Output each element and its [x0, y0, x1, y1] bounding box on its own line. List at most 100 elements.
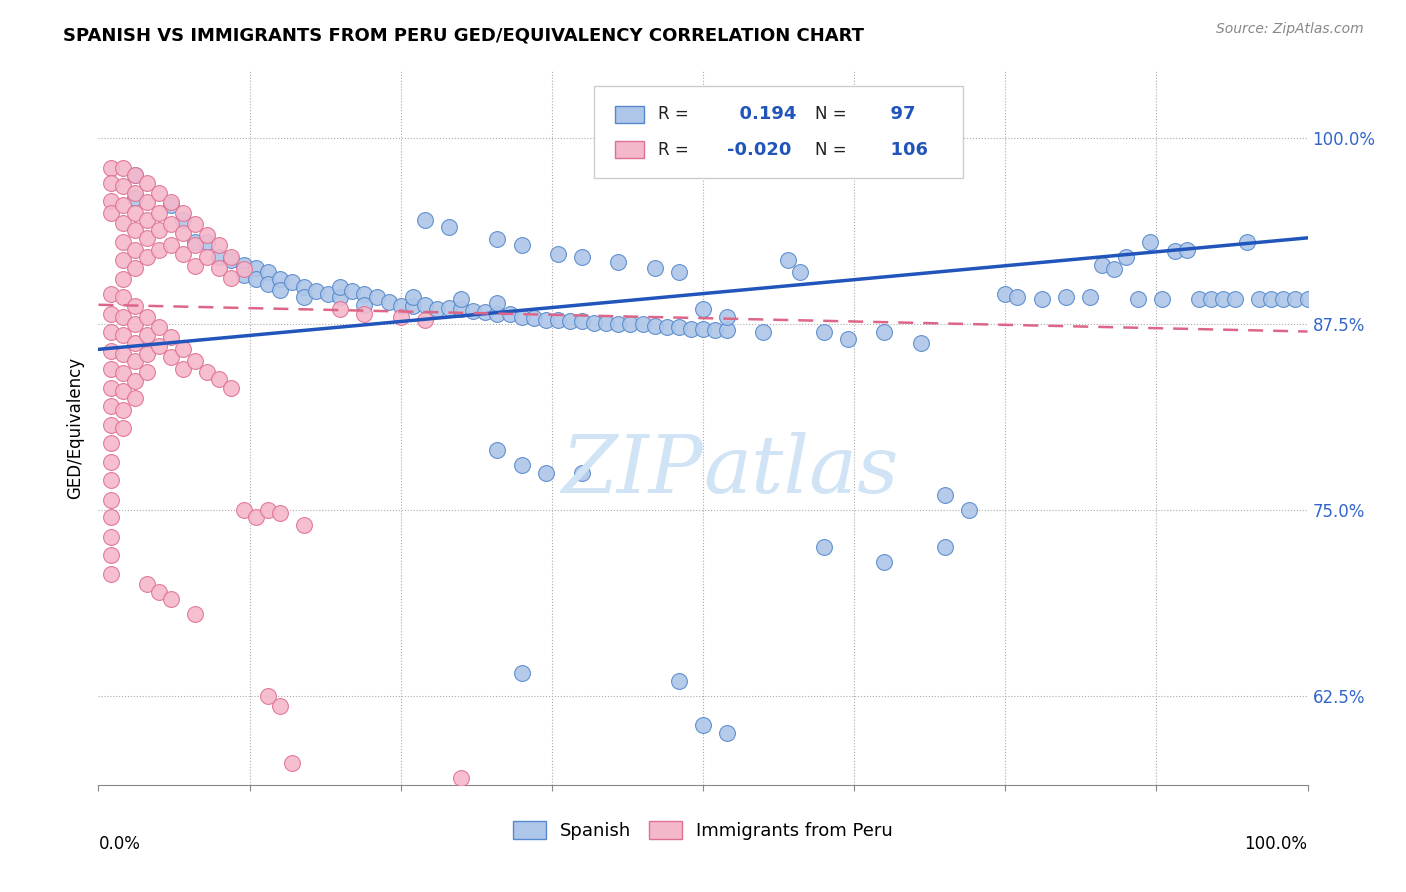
Point: [124, 392, 146, 406]
Point: [486, 443, 509, 458]
Point: [184, 259, 207, 273]
Text: R =: R =: [658, 105, 689, 123]
Point: [402, 290, 425, 304]
Point: [195, 250, 218, 264]
Point: [450, 302, 472, 317]
Point: [135, 310, 157, 324]
Point: [571, 314, 593, 328]
Point: [111, 403, 134, 417]
Point: [413, 213, 436, 227]
Point: [607, 254, 630, 268]
Point: [474, 305, 496, 319]
Point: [100, 399, 122, 413]
Point: [124, 374, 146, 388]
Point: [692, 718, 714, 732]
Point: [1212, 292, 1234, 306]
Point: [1260, 292, 1282, 306]
Point: [256, 277, 278, 291]
Point: [281, 756, 304, 770]
Point: [679, 321, 702, 335]
Point: [100, 176, 122, 190]
Point: [160, 238, 183, 252]
Point: [1054, 290, 1077, 304]
Point: [486, 296, 509, 310]
Point: [135, 347, 157, 361]
Point: [789, 265, 811, 279]
Point: [716, 726, 738, 740]
Point: [124, 186, 146, 201]
Point: [160, 195, 183, 210]
Point: [607, 317, 630, 331]
Point: [148, 186, 170, 201]
Point: [269, 506, 291, 520]
Point: [195, 365, 218, 379]
Point: [910, 336, 932, 351]
Point: [184, 218, 207, 232]
Point: [583, 316, 606, 330]
Point: [366, 290, 388, 304]
Point: [957, 503, 980, 517]
Point: [124, 260, 146, 275]
Point: [813, 540, 835, 554]
Point: [100, 548, 122, 562]
Text: N =: N =: [815, 141, 846, 159]
Point: [716, 323, 738, 337]
Point: [486, 232, 509, 246]
Point: [437, 220, 460, 235]
Point: [329, 302, 352, 317]
Point: [208, 260, 231, 275]
Point: [245, 260, 267, 275]
Point: [100, 510, 122, 524]
Point: [135, 195, 157, 210]
Text: R =: R =: [658, 141, 689, 159]
FancyBboxPatch shape: [614, 105, 644, 123]
Point: [776, 253, 799, 268]
Point: [1078, 290, 1101, 304]
Point: [221, 271, 243, 285]
Point: [668, 265, 690, 279]
Point: [644, 318, 666, 333]
Point: [619, 317, 641, 331]
Point: [111, 421, 134, 435]
Point: [100, 566, 122, 581]
Point: [1128, 292, 1150, 306]
Point: [100, 343, 122, 358]
Point: [148, 223, 170, 237]
Point: [100, 205, 122, 219]
Point: [148, 320, 170, 334]
Point: [752, 325, 775, 339]
Point: [111, 235, 134, 250]
Point: [1188, 292, 1211, 306]
Point: [100, 473, 122, 487]
Point: [124, 243, 146, 257]
Point: [135, 577, 157, 591]
Point: [160, 198, 183, 212]
Point: [111, 384, 134, 398]
Point: [124, 223, 146, 237]
Point: [413, 298, 436, 312]
Point: [184, 235, 207, 250]
Point: [111, 253, 134, 268]
Point: [245, 510, 267, 524]
Point: [124, 354, 146, 368]
Point: [692, 321, 714, 335]
Point: [172, 213, 194, 227]
Point: [1284, 292, 1306, 306]
Point: [934, 540, 956, 554]
Point: [172, 247, 194, 261]
Text: 106: 106: [879, 141, 928, 159]
Point: [111, 347, 134, 361]
Point: [1115, 250, 1137, 264]
Point: [100, 418, 122, 433]
Point: [595, 316, 617, 330]
Point: [160, 218, 183, 232]
Point: [172, 361, 194, 376]
Point: [329, 290, 352, 304]
Point: [631, 317, 654, 331]
Point: [195, 235, 218, 250]
Point: [450, 771, 472, 785]
Point: [148, 243, 170, 257]
Text: Source: ZipAtlas.com: Source: ZipAtlas.com: [1216, 22, 1364, 37]
Point: [353, 307, 375, 321]
Point: [1236, 235, 1258, 250]
